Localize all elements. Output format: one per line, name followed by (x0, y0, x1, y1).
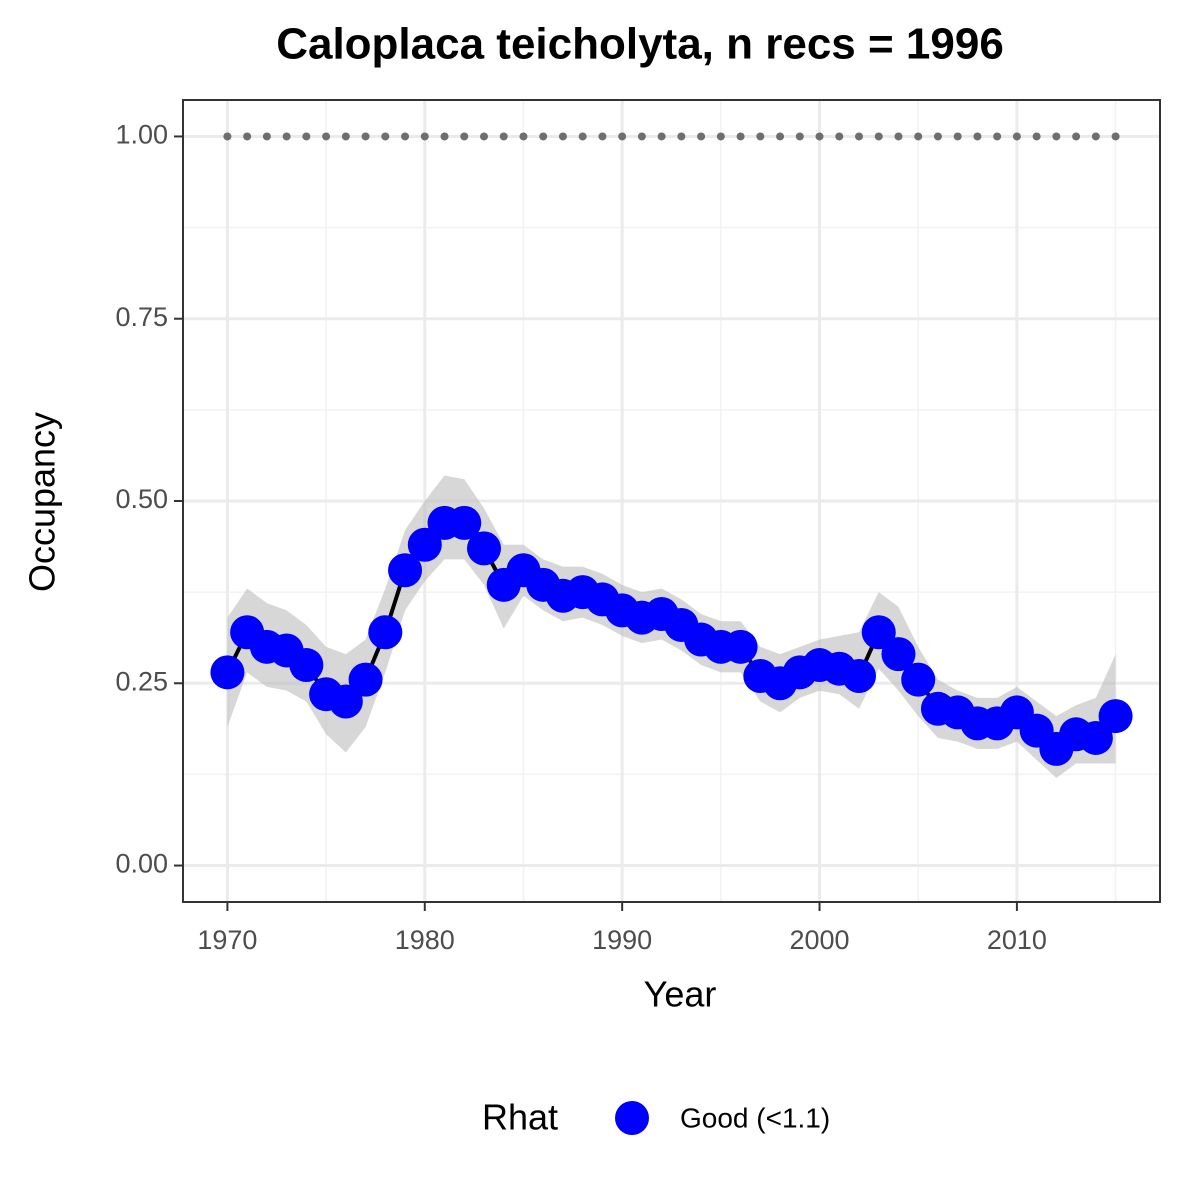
reference-dot (993, 132, 1002, 141)
reference-dot (361, 132, 370, 141)
reference-dot (558, 132, 567, 141)
data-point (348, 662, 383, 697)
data-point (289, 648, 324, 683)
reference-dot (1091, 132, 1100, 141)
reference-dot (894, 132, 903, 141)
reference-dot (262, 132, 271, 141)
reference-dot (322, 132, 331, 141)
reference-dot (618, 132, 627, 141)
reference-dot (973, 132, 982, 141)
reference-dot (1111, 132, 1120, 141)
x-tick-label: 2010 (987, 925, 1047, 955)
y-tick-label: 1.00 (115, 120, 168, 150)
data-point (1098, 699, 1133, 734)
reference-dot (479, 132, 488, 141)
x-tick-label: 1970 (197, 925, 257, 955)
reference-dot (1052, 132, 1061, 141)
reference-dot (637, 132, 646, 141)
reference-dot (282, 132, 291, 141)
y-tick-label: 0.75 (115, 302, 168, 332)
reference-dot (953, 132, 962, 141)
y-tick-label: 0.25 (115, 666, 168, 696)
y-axis-title: Occupancy (22, 412, 63, 592)
data-point (466, 531, 501, 566)
reference-dot (420, 132, 429, 141)
y-tick-label: 0.50 (115, 484, 168, 514)
data-point (210, 655, 245, 690)
data-point (881, 637, 916, 672)
reference-dot (874, 132, 883, 141)
reference-dot (716, 132, 725, 141)
reference-dot (519, 132, 528, 141)
reference-dot (736, 132, 745, 141)
reference-dot (677, 132, 686, 141)
reference-dot (815, 132, 824, 141)
reference-dot (302, 132, 311, 141)
reference-dot (1032, 132, 1041, 141)
reference-dot (1072, 132, 1081, 141)
data-point (328, 684, 363, 719)
reference-dot (933, 132, 942, 141)
x-tick-label: 1980 (395, 925, 455, 955)
reference-dot (835, 132, 844, 141)
reference-dot (776, 132, 785, 141)
data-point (1078, 720, 1113, 755)
data-point (407, 527, 442, 562)
reference-dot (381, 132, 390, 141)
plot-border (182, 99, 1161, 903)
legend-label: Good (<1.1) (680, 1102, 830, 1133)
x-tick-label: 2000 (789, 925, 849, 955)
reference-dot (460, 132, 469, 141)
reference-dot (855, 132, 864, 141)
reference-dot (223, 132, 232, 141)
reference-dot (795, 132, 804, 141)
reference-dot (243, 132, 252, 141)
x-tick-label: 1990 (592, 925, 652, 955)
reference-dot (756, 132, 765, 141)
data-point (723, 629, 758, 664)
data-point (861, 615, 896, 650)
reference-dot (598, 132, 607, 141)
data-point (368, 615, 403, 650)
legend-swatch (615, 1101, 649, 1135)
reference-dot (539, 132, 548, 141)
reference-dot (1012, 132, 1021, 141)
data-point (901, 662, 936, 697)
reference-dot (499, 132, 508, 141)
y-tick-label: 0.00 (115, 849, 168, 879)
data-point (842, 658, 877, 693)
reference-dot (657, 132, 666, 141)
data-point (388, 553, 423, 588)
reference-dot (914, 132, 923, 141)
reference-dot (578, 132, 587, 141)
chart-title: Caloplaca teicholyta, n recs = 1996 (276, 20, 1004, 69)
x-axis-title: Year (644, 974, 717, 1015)
reference-dot (401, 132, 410, 141)
reference-dot (697, 132, 706, 141)
data-point (447, 505, 482, 540)
reference-dot (440, 132, 449, 141)
reference-dot (341, 132, 350, 141)
legend-title: Rhat (482, 1097, 558, 1138)
